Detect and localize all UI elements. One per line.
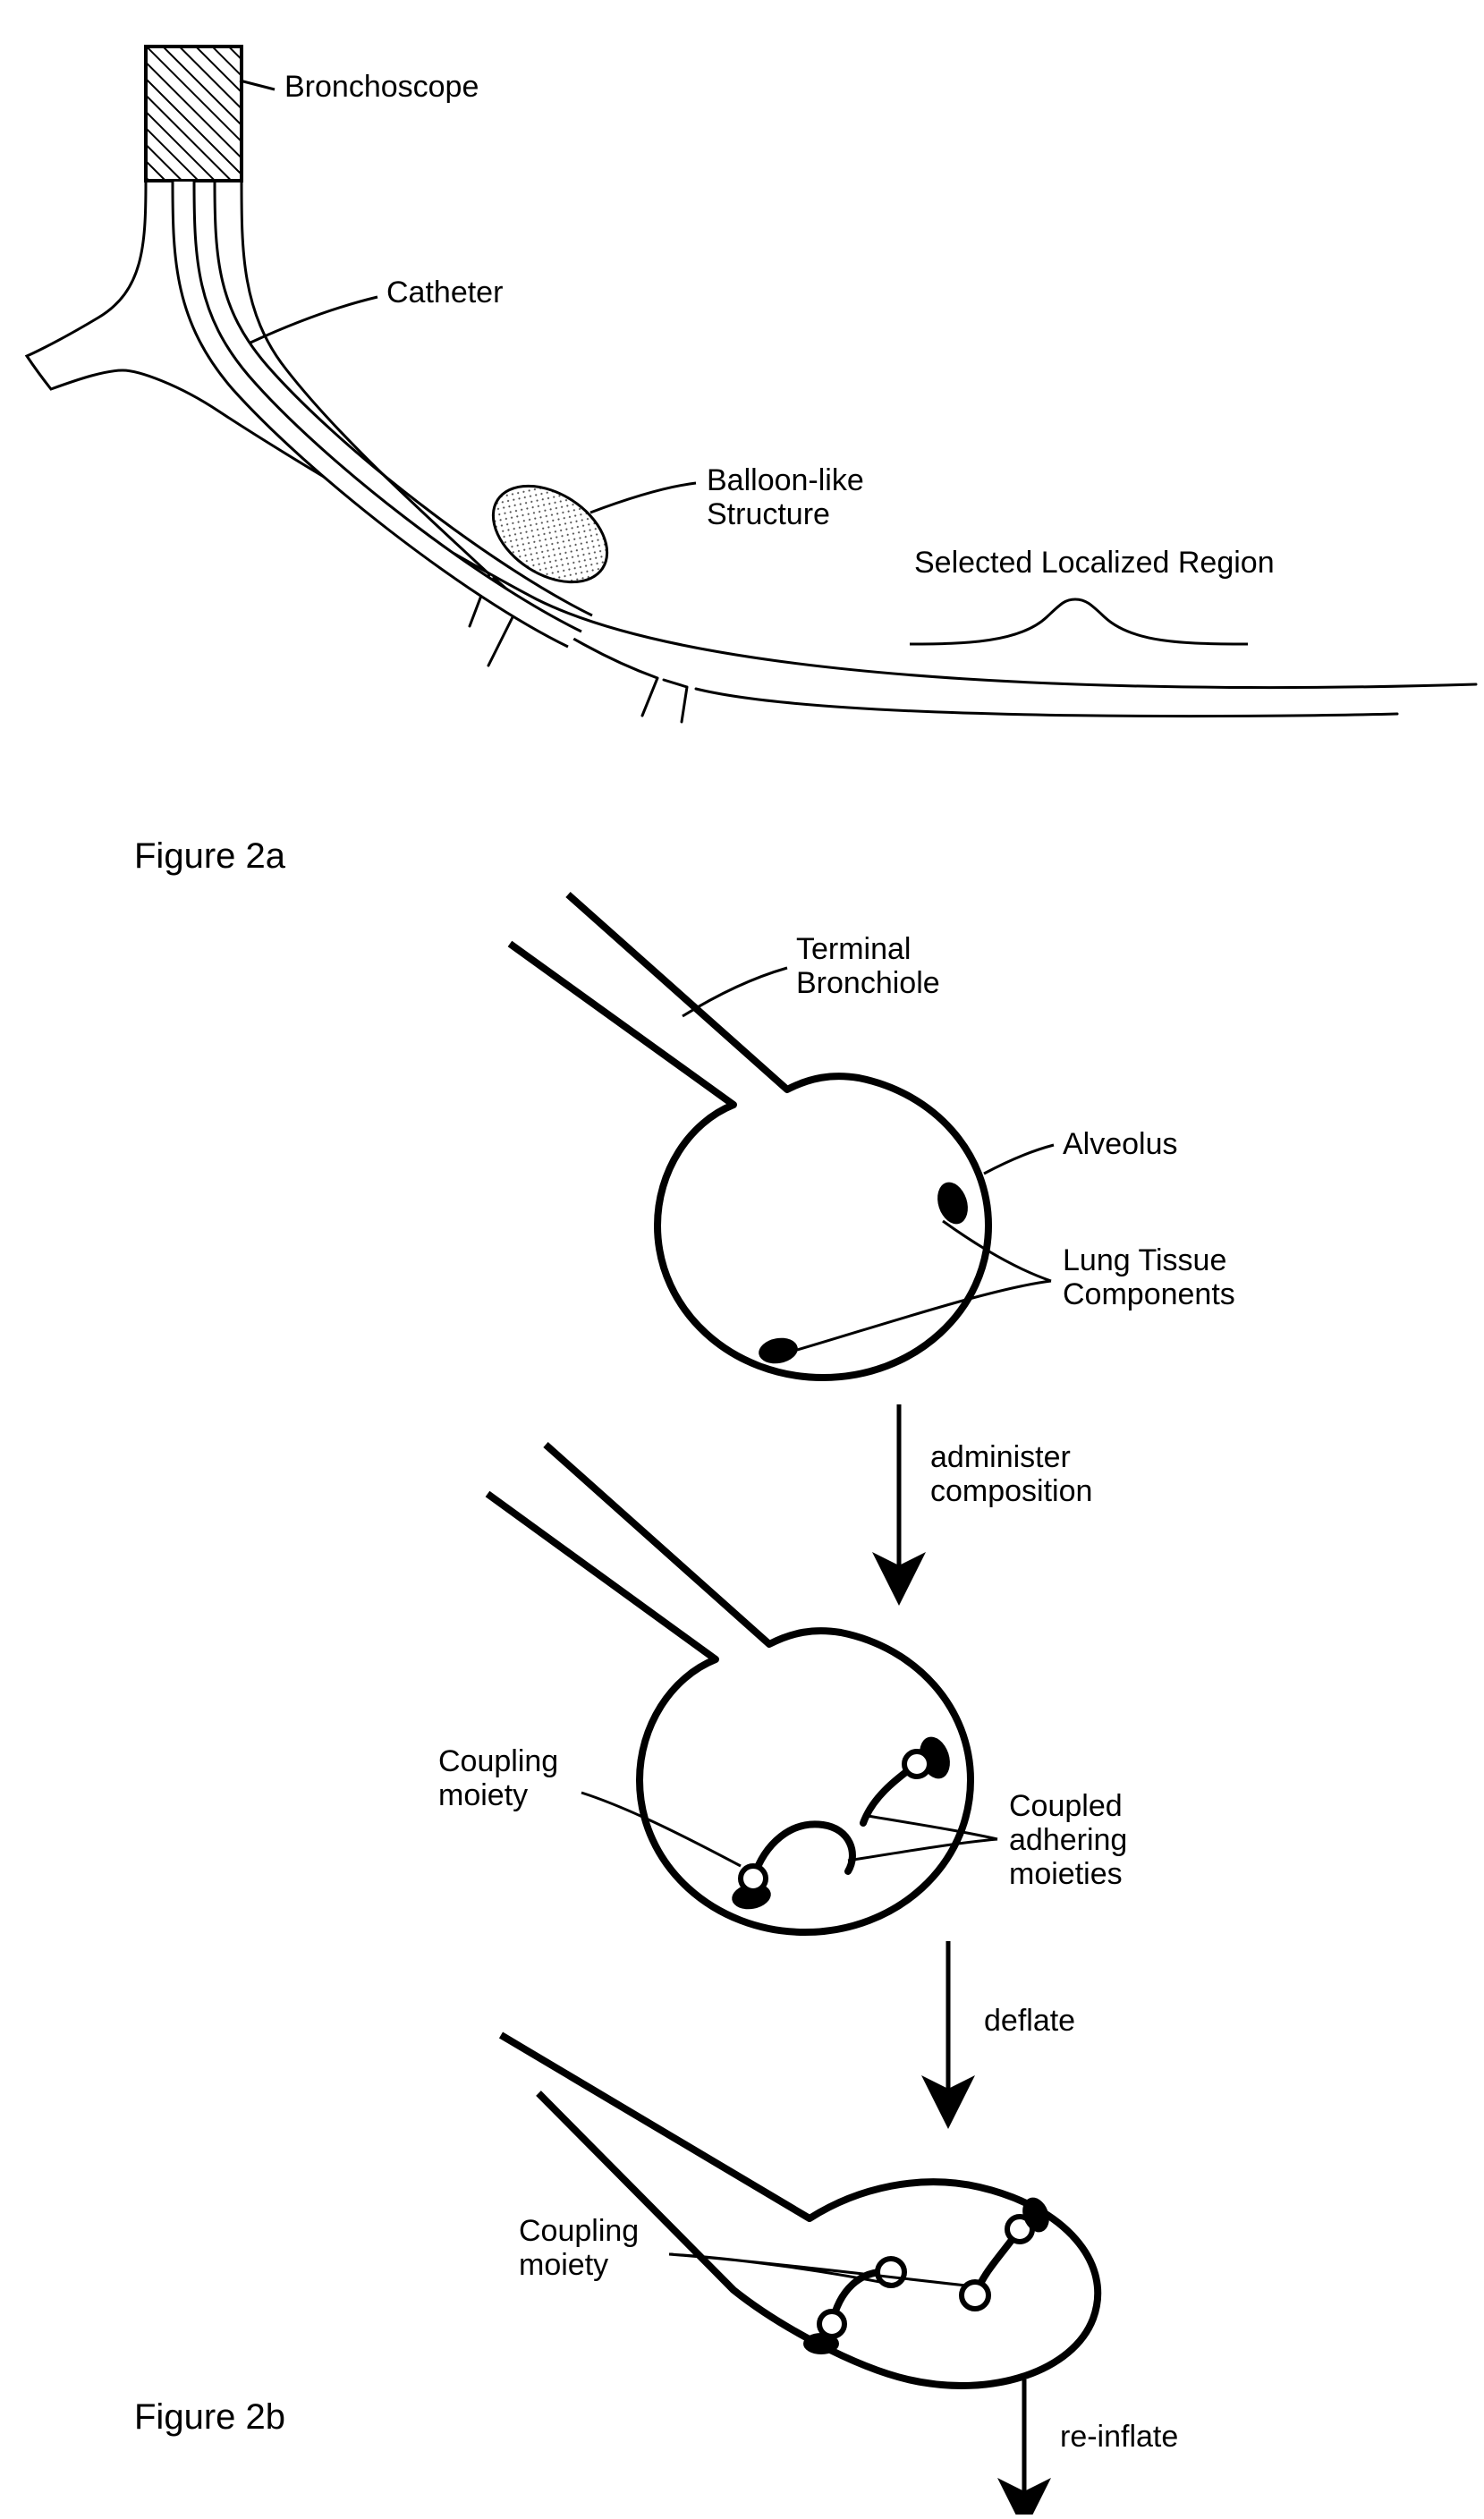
caption-2a: Figure 2a bbox=[134, 836, 286, 876]
catheter-line-left bbox=[173, 182, 568, 647]
stage-1: Terminal Bronchiole Alveolus Lung Tissue… bbox=[510, 895, 1235, 1378]
stage-3: Coupling moiety bbox=[501, 2035, 1098, 2386]
label-alveolus: Alveolus bbox=[1063, 1127, 1178, 1161]
label-coupling-2: moiety bbox=[438, 1778, 528, 1812]
region-brace bbox=[910, 599, 1248, 644]
moiety-3-right bbox=[962, 2193, 1054, 2309]
label-reinflate: re-inflate bbox=[1060, 2420, 1178, 2454]
airway-outer-bottom bbox=[242, 179, 1397, 722]
ring-2-left bbox=[741, 1866, 766, 1891]
figure-2a-diagram: Bronchoscope Catheter Balloon-like Struc… bbox=[27, 47, 1476, 876]
leader-balloon bbox=[590, 483, 696, 513]
bronchoscope-icon bbox=[146, 47, 242, 181]
leader-lungtissue bbox=[794, 1221, 1051, 1351]
label-lung-2: Components bbox=[1063, 1277, 1235, 1311]
figure-2b-diagram: Terminal Bronchiole Alveolus Lung Tissue… bbox=[134, 895, 1235, 2505]
label-terminal-1: Terminal bbox=[796, 932, 911, 966]
label-balloon-1: Balloon-like bbox=[707, 463, 864, 497]
caption-2b: Figure 2b bbox=[134, 2397, 285, 2437]
alveolus-3-outline bbox=[501, 2035, 1098, 2386]
label-bronchoscope: Bronchoscope bbox=[284, 70, 479, 104]
label-admin-2: composition bbox=[930, 1474, 1092, 1508]
leader-coupled bbox=[848, 1816, 997, 1861]
label-deflate: deflate bbox=[984, 2004, 1075, 2038]
page: Bronchoscope Catheter Balloon-like Struc… bbox=[0, 0, 1484, 2515]
leader-bronchoscope bbox=[240, 81, 275, 89]
ring-2-right bbox=[904, 1751, 929, 1777]
label-balloon-2: Structure bbox=[707, 497, 830, 531]
catheter-mask bbox=[173, 182, 579, 647]
label-terminal-2: Bronchiole bbox=[796, 966, 940, 1000]
label-coupling-1: Coupling bbox=[438, 1744, 558, 1778]
label-lung-1: Lung Tissue bbox=[1063, 1243, 1226, 1277]
label-coupling-3: Coupling bbox=[519, 2214, 639, 2248]
label-coupled-2: adhering bbox=[1009, 1823, 1127, 1857]
label-admin-1: administer bbox=[930, 1440, 1071, 1474]
leader-alveolus bbox=[984, 1145, 1054, 1174]
stage-2: Coupling moiety Coupled adhering moietie… bbox=[438, 1445, 1127, 1932]
leader-catheter bbox=[250, 297, 377, 343]
label-coupling-4: moiety bbox=[519, 2248, 608, 2282]
label-coupled-3: moieties bbox=[1009, 1857, 1123, 1891]
label-region: Selected Localized Region bbox=[914, 546, 1275, 580]
label-coupled-1: Coupled bbox=[1009, 1789, 1123, 1823]
figure-svg: Bronchoscope Catheter Balloon-like Struc… bbox=[0, 0, 1484, 2515]
hook-2-left bbox=[753, 1824, 852, 1879]
dot-1a bbox=[932, 1178, 972, 1228]
dot-1b bbox=[757, 1335, 800, 1366]
label-catheter: Catheter bbox=[386, 276, 503, 310]
